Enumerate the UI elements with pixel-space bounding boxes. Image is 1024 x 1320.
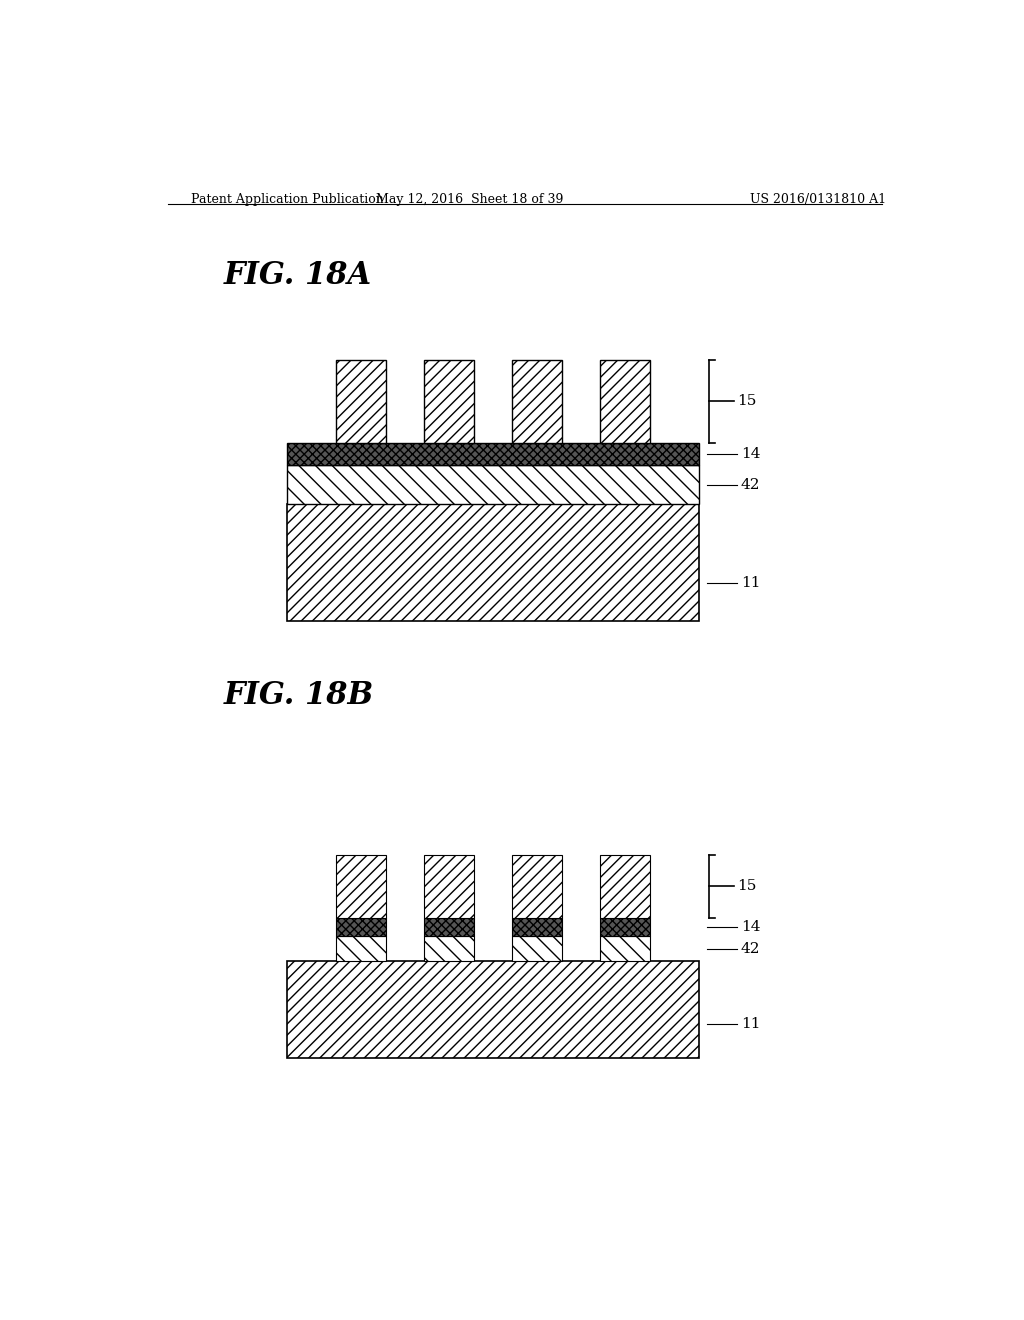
Bar xyxy=(512,854,562,917)
Text: 11: 11 xyxy=(740,1018,760,1031)
Text: US 2016/0131810 A1: US 2016/0131810 A1 xyxy=(751,193,887,206)
Bar xyxy=(424,854,474,917)
Text: 14: 14 xyxy=(740,920,760,933)
Bar xyxy=(336,917,386,936)
Bar xyxy=(600,936,650,961)
Text: Patent Application Publication: Patent Application Publication xyxy=(191,193,384,206)
Bar xyxy=(512,917,562,936)
Text: FIG. 18B: FIG. 18B xyxy=(223,680,374,710)
Bar xyxy=(424,936,474,961)
Text: 15: 15 xyxy=(736,395,756,408)
Bar xyxy=(336,854,386,917)
Text: 11: 11 xyxy=(740,577,760,590)
Bar xyxy=(600,359,650,444)
Bar xyxy=(512,359,562,444)
Bar xyxy=(287,961,699,1057)
Text: FIG. 18A: FIG. 18A xyxy=(223,260,372,290)
Bar xyxy=(512,936,562,961)
Bar xyxy=(424,359,474,444)
Text: May 12, 2016  Sheet 18 of 39: May 12, 2016 Sheet 18 of 39 xyxy=(376,193,563,206)
Text: 15: 15 xyxy=(736,879,756,894)
Bar xyxy=(287,466,699,504)
Bar xyxy=(600,917,650,936)
Text: 42: 42 xyxy=(740,941,760,956)
Text: 42: 42 xyxy=(740,478,760,491)
Bar xyxy=(336,936,386,961)
Bar xyxy=(287,504,699,620)
Bar xyxy=(287,444,699,466)
Text: 14: 14 xyxy=(740,447,760,461)
Bar xyxy=(336,359,386,444)
Bar xyxy=(600,854,650,917)
Bar xyxy=(424,917,474,936)
